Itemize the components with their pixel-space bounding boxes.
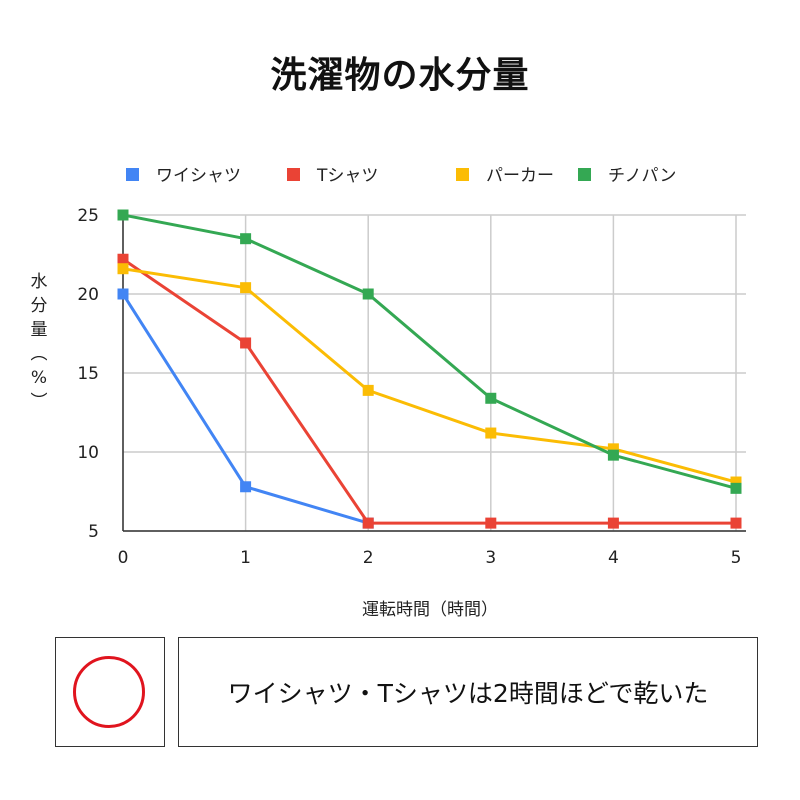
mark-box	[55, 637, 165, 747]
y-tick-label: 10	[77, 443, 99, 463]
y-tick-label: 25	[77, 206, 99, 226]
data-point	[607, 443, 619, 455]
x-tick-label: 2	[363, 548, 374, 568]
y-axis-label-char: ︶	[30, 392, 48, 412]
data-point	[607, 517, 619, 529]
data-point	[117, 288, 129, 300]
data-point	[240, 233, 252, 245]
data-point	[485, 427, 497, 439]
legend-label: Tシャツ	[316, 166, 378, 186]
data-point	[240, 481, 252, 493]
data-point	[240, 282, 252, 294]
legend-swatch	[578, 168, 591, 181]
data-point	[730, 482, 742, 494]
x-tick-label: 3	[485, 548, 496, 568]
y-axis-label-char: %	[30, 368, 48, 388]
y-tick-label: 15	[77, 364, 99, 384]
series-line	[122, 267, 737, 484]
legend-swatch	[456, 168, 469, 181]
y-axis-label-char: 量	[30, 320, 48, 340]
x-tick-label: 0	[118, 548, 129, 568]
y-axis-label-char: ︵	[30, 344, 48, 364]
y-tick-label: 5	[88, 522, 99, 542]
y-axis-label-char: 水	[30, 272, 48, 292]
x-tick-label: 1	[240, 548, 251, 568]
data-point	[607, 449, 619, 461]
legend-label: ワイシャツ	[156, 166, 241, 186]
data-point	[730, 517, 742, 529]
legend-label: チノパン	[608, 166, 676, 186]
data-point	[485, 517, 497, 529]
y-axis-label-char: 分	[30, 296, 48, 316]
data-point	[362, 517, 374, 529]
legend-swatch	[126, 168, 139, 181]
x-tick-label: 5	[731, 548, 742, 568]
y-tick-label: 20	[77, 285, 99, 305]
data-point	[730, 476, 742, 488]
caption-box: ワイシャツ・Tシャツは2時間ほどで乾いた	[178, 637, 758, 747]
x-tick-label: 4	[608, 548, 619, 568]
data-point	[117, 209, 129, 221]
x-axis-label: 運転時間（時間）	[362, 600, 498, 620]
legend-swatch	[287, 168, 300, 181]
caption-text: ワイシャツ・Tシャツは2時間ほどで乾いた	[227, 679, 709, 708]
data-point	[117, 263, 129, 275]
chart-title: 洗濯物の水分量	[270, 55, 530, 96]
data-point	[362, 384, 374, 396]
legend-label: パーカー	[486, 166, 554, 186]
data-point	[117, 253, 129, 265]
series-line	[122, 213, 737, 490]
data-point	[485, 392, 497, 404]
series-line	[122, 258, 736, 525]
red-circle-mark	[73, 656, 145, 728]
data-point	[240, 337, 252, 349]
data-point	[362, 288, 374, 300]
y-axis-label: 水分量 ︵% ︶	[26, 270, 52, 414]
